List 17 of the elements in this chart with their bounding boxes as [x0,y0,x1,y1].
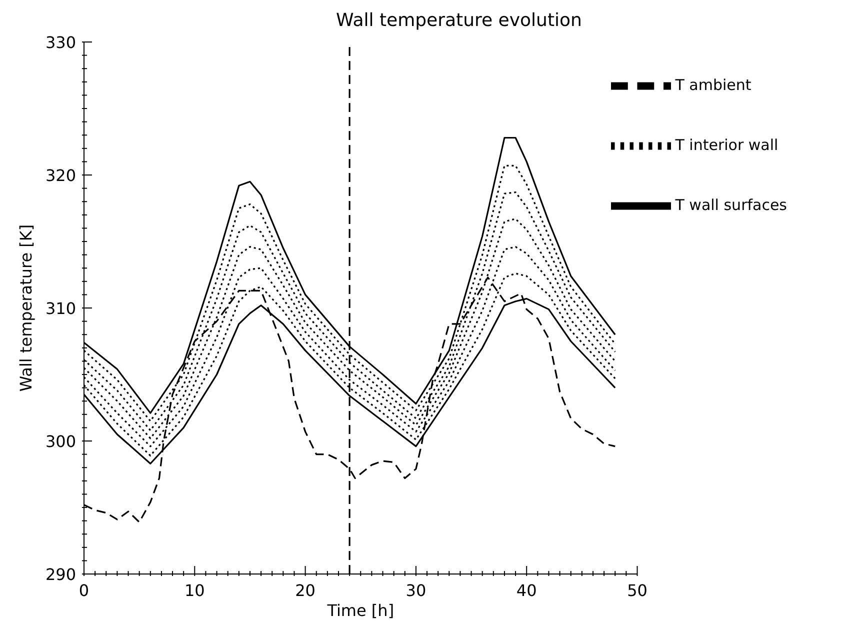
y-tick-label: 300 [45,432,76,451]
x-tick-label: 50 [627,581,648,600]
legend-label: T ambient [675,76,752,94]
y-tick-label: 330 [45,33,76,52]
y-axis-title: Wall temperature [K] [16,224,36,392]
y-tick-label: 320 [45,166,76,185]
legend-label: T wall surfaces [675,196,787,214]
legend-label: T interior wall [675,136,778,154]
x-tick-label: 30 [406,581,426,600]
x-tick-label: 40 [516,581,537,600]
x-axis-title: Time [h] [326,601,394,620]
y-tick-label: 290 [45,565,76,584]
x-tick-label: 10 [184,581,205,600]
x-tick-label: 0 [78,581,90,600]
x-tick-label: 20 [295,581,316,600]
y-tick-label: 310 [45,299,76,318]
chart-title: Wall temperature evolution [335,10,583,31]
